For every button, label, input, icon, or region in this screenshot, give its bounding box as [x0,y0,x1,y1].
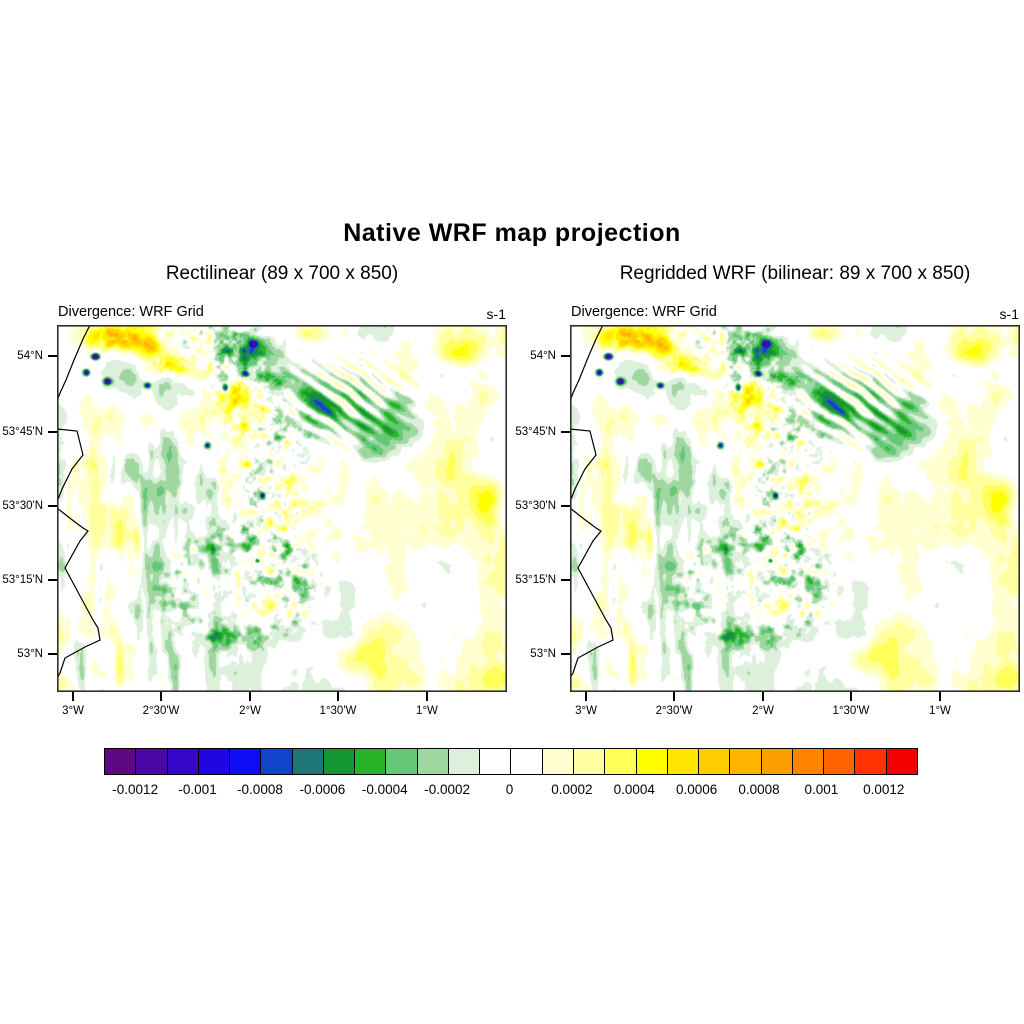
lat-tick [48,653,57,655]
lon-tick-label: 2°W [239,705,261,717]
lon-tick-label: 1°W [416,705,438,717]
colorbar-box [542,749,574,774]
colorbar-box [792,749,825,774]
colorbar-box [573,749,606,774]
colorbar-tick-label: -0.0012 [112,782,159,797]
lon-tick-label: 1°30'W [319,705,357,717]
contour-map-canvas [570,325,1020,692]
lat-tick-label: 54°N [17,350,43,362]
lat-tick [561,505,570,507]
lon-tick [585,692,587,701]
colorbar-box [855,749,887,774]
colorbar-box [605,749,637,774]
lat-tick [48,355,57,357]
colorbar-box [824,749,856,774]
colorbar-tick-label: 0.001 [804,782,839,797]
lat-tick [561,579,570,581]
colorbar-tick-label: 0.0004 [613,782,655,797]
colorbar-tick-label: 0.0006 [675,782,718,797]
colorbar-tick-label: 0.0002 [551,782,593,797]
colorbar-box [761,749,793,774]
lat-tick [561,431,570,433]
colorbar-box [136,749,168,774]
colorbar-box [730,749,762,774]
colorbar-box [323,749,356,774]
lon-tick [249,692,251,701]
colorbar-box [355,749,387,774]
colorbar-tick-label: -0.0008 [237,782,283,797]
lon-tick [160,692,162,701]
lon-tick-label: 2°W [752,705,774,717]
lat-tick-label: 53°30'N [2,500,43,512]
colorbar-box [386,749,418,774]
lon-tick [850,692,852,701]
figure-title: Native WRF map projection [343,219,681,247]
colorbar-box [417,749,449,774]
colorbar-tick-label: 0.0008 [738,782,780,797]
panel-subtitle: Rectilinear (89 x 700 x 850) [165,263,399,284]
lat-tick-label: 53°N [530,648,556,660]
colorbar-box [230,749,262,774]
lon-tick-label: 2°30'W [142,705,180,717]
lon-tick [426,692,428,701]
units-label: s-1 [999,306,1019,322]
colorbar-tick-label: -0.0004 [361,782,408,797]
panel-regridded: Regridded WRF (bilinear: 89 x 700 x 850)… [515,263,1020,717]
lon-tick [762,692,764,701]
divergence-label: Divergence: WRF Grid [571,304,717,320]
contour-map-canvas [57,325,507,692]
colorbar-box [636,749,668,774]
panel-rectilinear: Rectilinear (89 x 700 x 850) Divergence:… [2,263,507,717]
lat-tick-label: 53°45'N [515,426,556,439]
lat-tick-label: 53°45'N [2,426,43,439]
colorbar-tick-label: 0.0012 [863,782,905,797]
colorbar-tick-label: -0.0006 [299,782,346,797]
lat-tick [561,653,570,655]
lat-tick-label: 53°15'N [515,573,556,586]
lat-tick [561,355,570,357]
lat-tick [48,579,57,581]
lon-tick [673,692,675,701]
panel-subtitle: Regridded WRF (bilinear: 89 x 700 x 850) [619,263,971,284]
colorbar-box [480,749,512,774]
colorbar-box [448,749,481,774]
colorbar-box [105,749,137,774]
colorbar-box [198,749,231,774]
lon-tick-label: 3°W [62,705,84,717]
lon-tick [72,692,74,701]
colorbar-box [667,749,700,774]
colorbar-tick-label: 0 [505,782,514,797]
colorbar-box [886,749,917,774]
colorbar-box [699,749,731,774]
lon-tick-label: 3°W [575,705,597,717]
lat-tick-label: 53°15'N [2,573,43,586]
colorbar-box [511,749,543,774]
lat-tick-label: 53°N [17,648,43,660]
lon-tick-label: 2°30'W [655,705,693,717]
lon-tick [337,692,339,701]
lat-tick [48,505,57,507]
colorbar-tick-label: -0.0002 [424,782,471,797]
colorbar [104,748,918,775]
lat-tick-label: 54°N [530,350,556,362]
colorbar-box [292,749,324,774]
divergence-label: Divergence: WRF Grid [58,304,204,320]
units-label: s-1 [486,306,506,322]
lon-tick-label: 1°W [929,705,951,717]
lat-tick [48,431,57,433]
colorbar-box [261,749,293,774]
lat-tick-label: 53°30'N [515,500,556,512]
lon-tick [939,692,941,701]
colorbar-labels: -0.0012 -0.001 -0.0008 -0.0006 -0.0004 -0.000… [104,782,918,800]
lon-tick-label: 1°30'W [832,705,870,717]
colorbar-tick-label: -0.001 [178,782,217,797]
colorbar-box [167,749,199,774]
